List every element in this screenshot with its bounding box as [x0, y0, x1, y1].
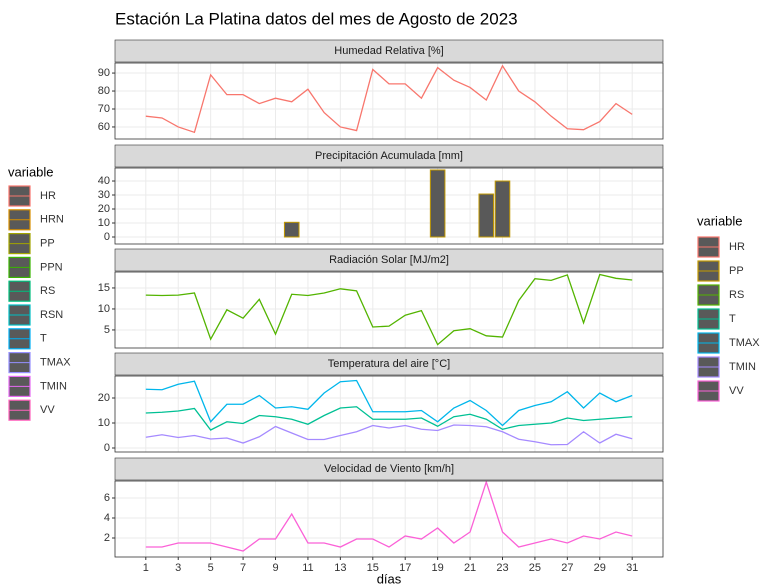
y-tick-label: 20: [98, 203, 110, 215]
panel-border: [114, 375, 664, 453]
strip-label: Velocidad de Viento [km/h]: [324, 463, 454, 475]
x-tick-label: 27: [561, 562, 573, 574]
legend-label: RS: [729, 289, 744, 301]
strip-label: Radiación Solar [MJ/m2]: [329, 254, 449, 266]
legend-label: TMAX: [729, 337, 760, 349]
legend-label: TMIN: [729, 361, 756, 373]
bar: [494, 180, 511, 238]
panel-border: [114, 167, 664, 245]
line: [145, 424, 633, 446]
legend-label: TMAX: [40, 357, 71, 369]
y-tick-label: 40: [98, 175, 110, 187]
y-tick-label: 70: [98, 103, 110, 115]
panel: [115, 168, 663, 244]
x-tick-label: 29: [594, 562, 606, 574]
y-tick-label: 10: [98, 217, 110, 229]
x-tick-label: 21: [464, 562, 476, 574]
x-tick-label: 9: [272, 562, 278, 574]
strip: [114, 352, 664, 376]
y-tick-label: 10: [98, 303, 110, 315]
x-tick-label: 7: [240, 562, 246, 574]
line: [145, 273, 633, 346]
x-tick-label: 11: [302, 562, 313, 574]
legend-title: variable: [697, 213, 743, 228]
legend-title: variable: [8, 164, 54, 179]
panel-border: [114, 480, 664, 558]
strip-label: Humedad Relativa [%]: [334, 45, 443, 57]
legend-label: VV: [729, 385, 744, 397]
legend-label: TMIN: [40, 380, 67, 392]
legend-label: T: [40, 333, 47, 345]
x-tick-label: 19: [432, 562, 444, 574]
y-tick-label: 0: [104, 231, 110, 243]
y-tick-label: 80: [98, 85, 110, 97]
line: [145, 406, 633, 431]
y-tick-label: 90: [98, 67, 110, 79]
legend-label: T: [729, 313, 736, 325]
y-tick-label: 2: [104, 532, 110, 544]
strip: [114, 248, 664, 272]
legend-label: HR: [40, 190, 56, 202]
y-tick-label: 20: [98, 392, 110, 404]
strip: [114, 144, 664, 168]
strip: [114, 457, 664, 481]
x-tick-label: 25: [529, 562, 541, 574]
panel-border: [114, 62, 664, 140]
legend-label: PPN: [40, 261, 63, 273]
x-tick-label: 15: [367, 562, 379, 574]
x-axis-label: días: [377, 571, 402, 586]
y-tick-label: 6: [104, 492, 110, 504]
legend-label: RS: [40, 285, 55, 297]
x-tick-label: 5: [208, 562, 214, 574]
strip: [114, 39, 664, 63]
x-tick-label: 23: [496, 562, 508, 574]
y-tick-label: 0: [104, 442, 110, 454]
panel: [115, 481, 663, 557]
y-tick-label: 5: [104, 324, 110, 336]
panel: [115, 376, 663, 452]
line: [145, 479, 633, 552]
strip-label: Precipitación Acumulada [mm]: [315, 150, 463, 162]
chart-title: Estación La Platina datos del mes de Ago…: [115, 9, 518, 28]
bar: [429, 169, 446, 238]
panel: [115, 272, 663, 348]
panel-border: [114, 271, 664, 349]
legend-label: HR: [729, 241, 745, 253]
y-tick-label: 30: [98, 189, 110, 201]
line: [145, 379, 633, 427]
x-tick-label: 3: [175, 562, 181, 574]
x-tick-label: 13: [334, 562, 346, 574]
panel: [115, 63, 663, 139]
bar: [283, 221, 300, 238]
legend-label: RSN: [40, 309, 63, 321]
y-tick-label: 10: [98, 417, 110, 429]
legend-label: VV: [40, 404, 55, 416]
y-tick-label: 60: [98, 121, 110, 133]
line: [145, 64, 633, 134]
legend-label: PP: [729, 265, 744, 277]
y-tick-label: 4: [104, 512, 110, 524]
x-tick-label: 1: [143, 562, 149, 574]
x-tick-label: 17: [399, 562, 411, 574]
strip-label: Temperatura del aire [°C]: [328, 358, 450, 370]
legend-label: PP: [40, 238, 55, 250]
legend-label: HRN: [40, 214, 64, 226]
x-tick-label: 31: [626, 562, 638, 574]
y-tick-label: 15: [98, 282, 110, 294]
bar: [478, 193, 495, 238]
